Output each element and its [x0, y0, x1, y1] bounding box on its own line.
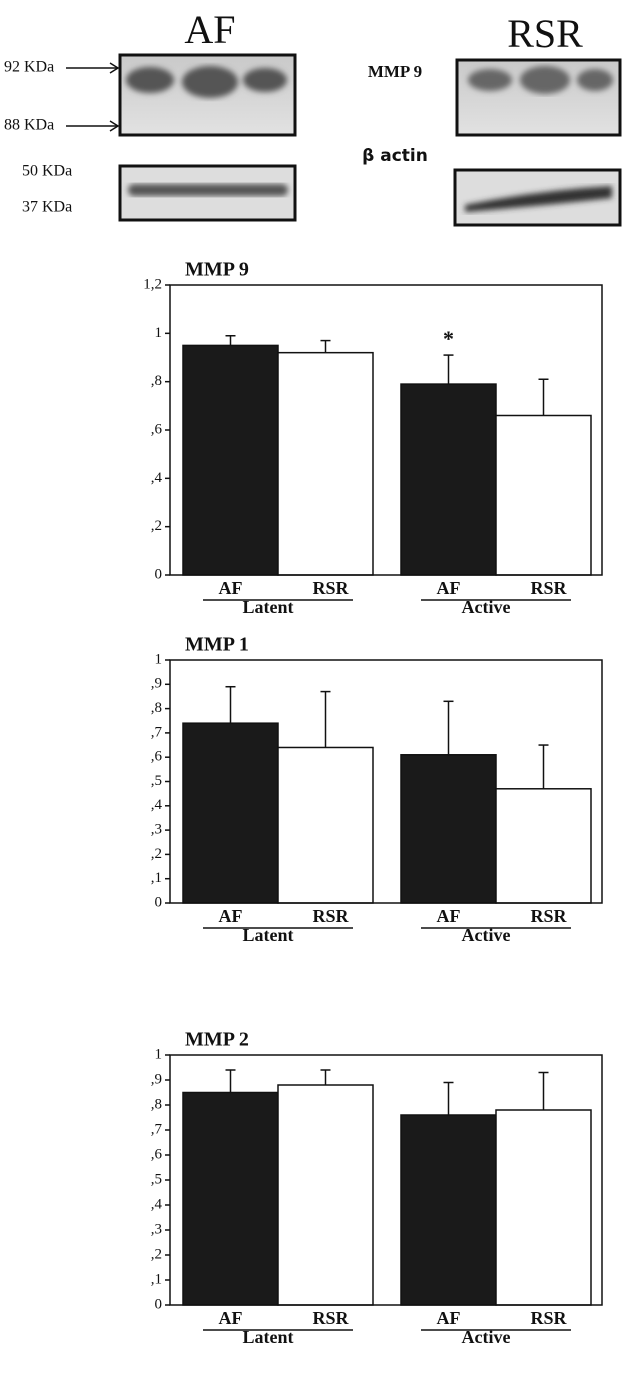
x-tick-label: Active [462, 925, 511, 945]
y-tick-label: ,2 [151, 518, 162, 534]
y-tick-label: ,6 [151, 1146, 163, 1162]
bar [278, 1085, 373, 1305]
y-tick-label: ,9 [151, 1071, 162, 1087]
marker-label: 88 KDa [4, 117, 54, 134]
y-tick-label: 0 [155, 894, 163, 910]
y-tick-label: 1 [155, 1046, 163, 1062]
blot-af-actin [120, 166, 295, 220]
series-label: RSR [530, 578, 567, 598]
y-tick-label: ,3 [151, 822, 162, 838]
bar [278, 747, 373, 903]
blot-rsr-actin [455, 170, 620, 225]
y-tick-label: ,8 [151, 373, 162, 389]
series-label: RSR [312, 578, 349, 598]
y-tick-label: ,2 [151, 846, 162, 862]
series-label: AF [219, 578, 243, 598]
y-tick-label: ,9 [151, 676, 162, 692]
blot-label: β actin [362, 146, 428, 166]
page: AF RSR MMP 9 β actin 92 KDa 88 KDa 50 KD… [0, 0, 631, 1382]
bar [496, 1110, 591, 1305]
blot-rsr-mmp [457, 60, 620, 135]
y-tick-label: ,4 [151, 797, 163, 813]
y-tick-label: 1,2 [143, 276, 162, 292]
y-tick-label: ,5 [151, 773, 162, 789]
bar [278, 353, 373, 575]
chart-title: MMP 2 [185, 1029, 249, 1051]
marker-label: 92 KDa [4, 59, 54, 76]
x-tick-label: Latent [243, 597, 294, 617]
series-label: RSR [530, 1308, 567, 1328]
x-tick-label: Active [462, 597, 511, 617]
bar [496, 789, 591, 903]
y-tick-label: 1 [155, 325, 163, 341]
blot-title: AF [184, 7, 235, 52]
series-label: AF [437, 578, 461, 598]
bar [401, 1115, 496, 1305]
y-tick-label: 0 [155, 566, 163, 582]
y-tick-label: ,7 [151, 724, 163, 740]
y-tick-label: ,5 [151, 1171, 162, 1187]
y-tick-label: ,6 [151, 421, 163, 437]
chart-title: MMP 1 [185, 634, 249, 656]
y-tick-label: ,4 [151, 1196, 163, 1212]
y-tick-label: ,7 [151, 1121, 163, 1137]
bar [401, 755, 496, 903]
y-tick-label: 0 [155, 1296, 163, 1312]
x-tick-label: Latent [243, 1327, 294, 1347]
annotation: * [443, 326, 454, 351]
series-label: RSR [312, 906, 349, 926]
series-label: RSR [530, 906, 567, 926]
series-label: AF [437, 1308, 461, 1328]
y-tick-label: ,1 [151, 1271, 162, 1287]
bar [401, 384, 496, 575]
marker-arrows [66, 63, 118, 131]
y-tick-label: ,4 [151, 470, 163, 486]
y-tick-label: ,8 [151, 700, 162, 716]
chart-title: MMP 9 [185, 259, 249, 281]
y-tick-label: 1 [155, 651, 163, 667]
series-label: RSR [312, 1308, 349, 1328]
series-label: AF [219, 906, 243, 926]
bar [183, 1093, 278, 1306]
blot-title: RSR [507, 11, 583, 56]
marker-label: 37 KDa [22, 199, 72, 216]
y-tick-label: ,8 [151, 1096, 162, 1112]
marker-label: 50 KDa [22, 163, 72, 180]
bar [183, 723, 278, 903]
series-label: AF [219, 1308, 243, 1328]
y-tick-label: ,6 [151, 749, 163, 765]
bar [496, 416, 591, 576]
blot-af-mmp [120, 55, 295, 135]
bar [183, 345, 278, 575]
series-label: AF [437, 906, 461, 926]
figure: AF RSR MMP 9 β actin 92 KDa 88 KDa 50 KD… [0, 0, 631, 1382]
x-tick-label: Latent [243, 925, 294, 945]
y-tick-label: ,3 [151, 1221, 162, 1237]
y-tick-label: ,2 [151, 1246, 162, 1262]
y-tick-label: ,1 [151, 870, 162, 886]
blot-label: MMP 9 [368, 62, 422, 81]
x-tick-label: Active [462, 1327, 511, 1347]
